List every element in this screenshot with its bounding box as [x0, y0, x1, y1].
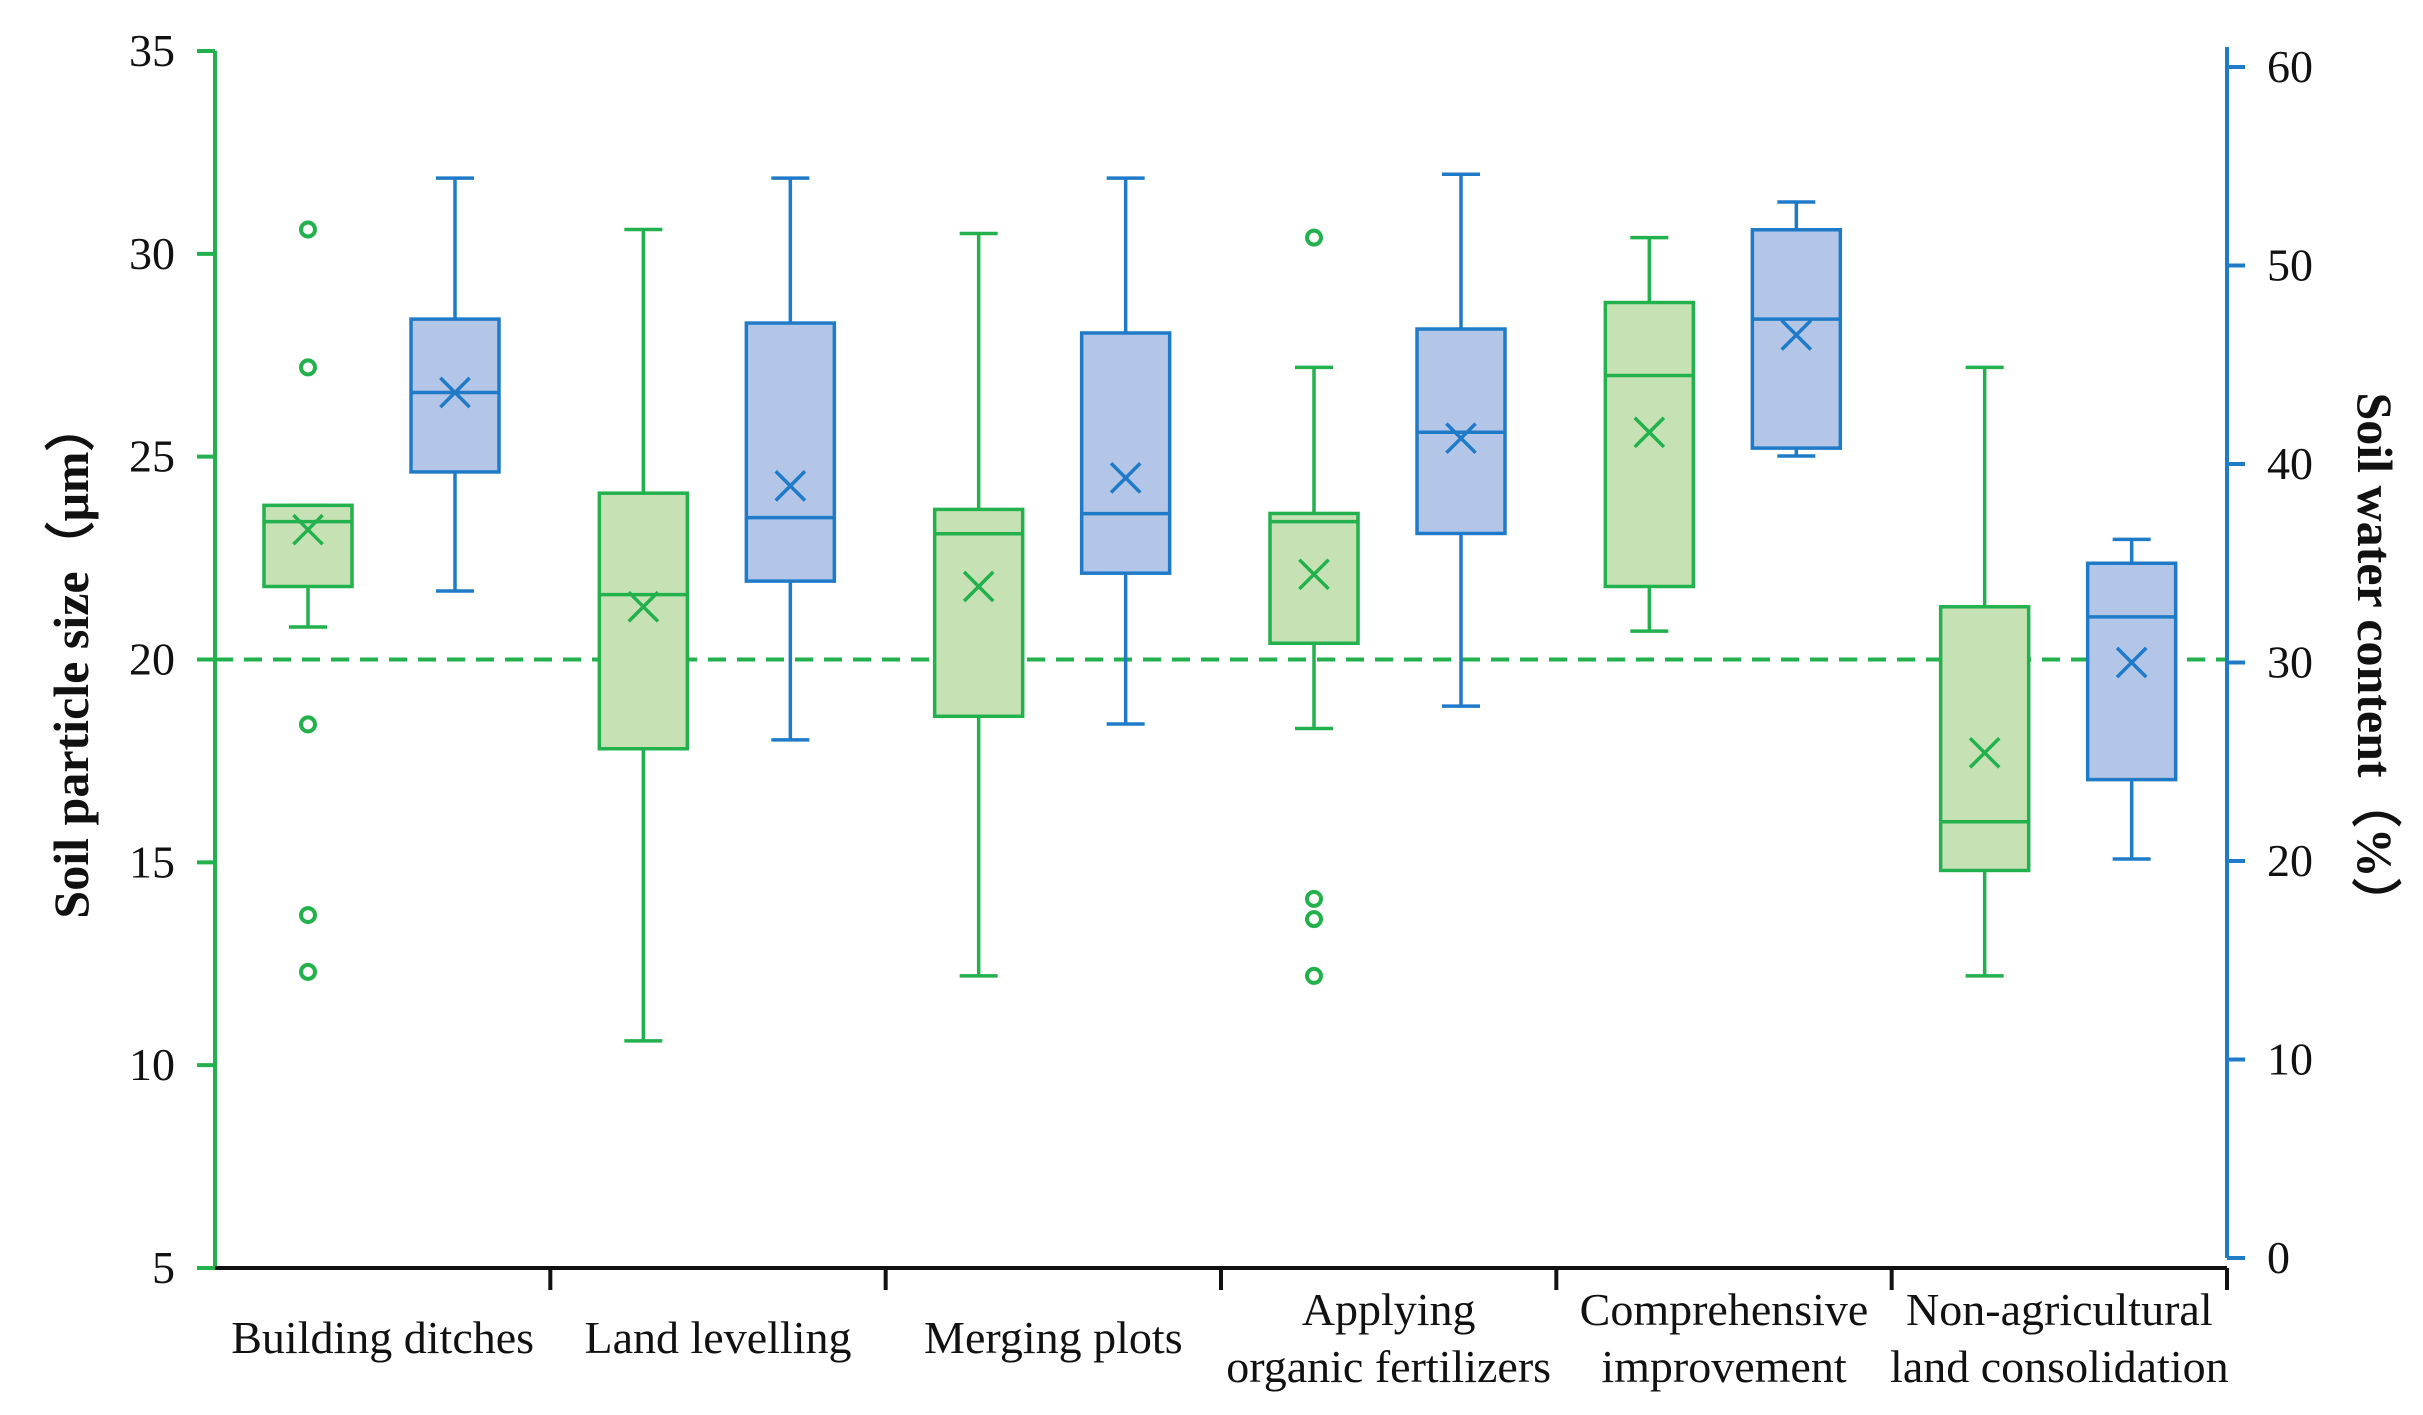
- right-tick-label: 30: [2267, 637, 2313, 688]
- mean-marker: [1445, 422, 1477, 455]
- left-tick-label: 5: [152, 1242, 175, 1293]
- axes-layer: 5 10 15 20 25 30 35 0 10 20 30 40 50 60 Building ditch…: [129, 25, 2313, 1392]
- mean-marker: [1968, 736, 2001, 769]
- box-particle-3: [1268, 228, 1360, 985]
- right-axis-title: Soil water content（%）: [2347, 392, 2403, 927]
- iqr-box: [597, 491, 690, 751]
- mean-marker: [1780, 319, 1813, 351]
- outlier-point: [299, 220, 317, 239]
- category-label: improvement: [1601, 1341, 1846, 1392]
- left-tick-label: 15: [129, 836, 175, 887]
- box-water-2: [1079, 176, 1172, 726]
- mean-marker: [1109, 462, 1142, 494]
- iqr-box: [1603, 300, 1696, 589]
- outlier-point: [299, 358, 317, 377]
- mean-marker: [627, 590, 660, 623]
- right-tick-label: 50: [2267, 240, 2313, 291]
- mean-marker: [774, 469, 807, 502]
- iqr-box: [744, 321, 837, 583]
- boxes-layer: [262, 172, 2178, 1043]
- iqr-box: [1750, 228, 1843, 450]
- mean-marker: [1298, 558, 1330, 591]
- category-label: land consolidation: [1890, 1341, 2229, 1392]
- iqr-box: [409, 317, 501, 474]
- left-tick-label: 30: [129, 228, 175, 279]
- right-tick-label: 20: [2267, 835, 2313, 886]
- iqr-box: [262, 503, 354, 589]
- outlier-point: [1305, 889, 1323, 908]
- iqr-box: [1079, 331, 1172, 575]
- box-water-5: [2085, 537, 2178, 861]
- outlier-point: [1305, 228, 1323, 247]
- category-label: Land levelling: [585, 1312, 852, 1363]
- mean-marker: [962, 570, 995, 603]
- box-particle-4: [1603, 235, 1696, 633]
- category-label: organic fertilizers: [1226, 1341, 1551, 1392]
- left-tick-label: 20: [129, 634, 175, 685]
- right-tick-label: 40: [2267, 438, 2313, 489]
- outlier-point: [1305, 910, 1323, 929]
- category-label: Applying: [1302, 1284, 1476, 1335]
- category-label: Non-agricultural: [1906, 1284, 2213, 1335]
- mean-marker: [1633, 416, 1666, 449]
- box-particle-2: [932, 231, 1025, 978]
- box-particle-0: [262, 220, 354, 981]
- outlier-point: [299, 962, 317, 981]
- iqr-box: [1268, 511, 1360, 646]
- left-tick-label: 25: [129, 431, 175, 482]
- box-water-0: [409, 176, 501, 593]
- box-water-1: [744, 176, 837, 742]
- outlier-point: [299, 715, 317, 734]
- right-tick-label: 60: [2267, 41, 2313, 92]
- iqr-box: [2085, 561, 2178, 782]
- left-tick-label: 35: [129, 25, 175, 76]
- box-particle-1: [597, 227, 690, 1043]
- left-tick-label: 10: [129, 1039, 175, 1090]
- box-water-3: [1415, 172, 1507, 708]
- mean-marker: [439, 376, 471, 409]
- category-label: Building ditches: [231, 1312, 534, 1363]
- iqr-box: [1938, 605, 2031, 873]
- right-tick-label: 10: [2267, 1034, 2313, 1085]
- box-water-4: [1750, 200, 1843, 458]
- box-particle-5: [1938, 365, 2031, 978]
- iqr-box: [932, 507, 1025, 719]
- left-axis-title: Soil particle size（μm）: [43, 401, 99, 918]
- category-label: Comprehensive: [1580, 1284, 1869, 1335]
- outlier-point: [1305, 966, 1323, 985]
- mean-marker: [2115, 646, 2148, 679]
- outlier-point: [299, 906, 317, 925]
- mean-marker: [292, 513, 324, 546]
- category-label: Merging plots: [924, 1312, 1183, 1363]
- right-tick-label: 0: [2267, 1232, 2290, 1283]
